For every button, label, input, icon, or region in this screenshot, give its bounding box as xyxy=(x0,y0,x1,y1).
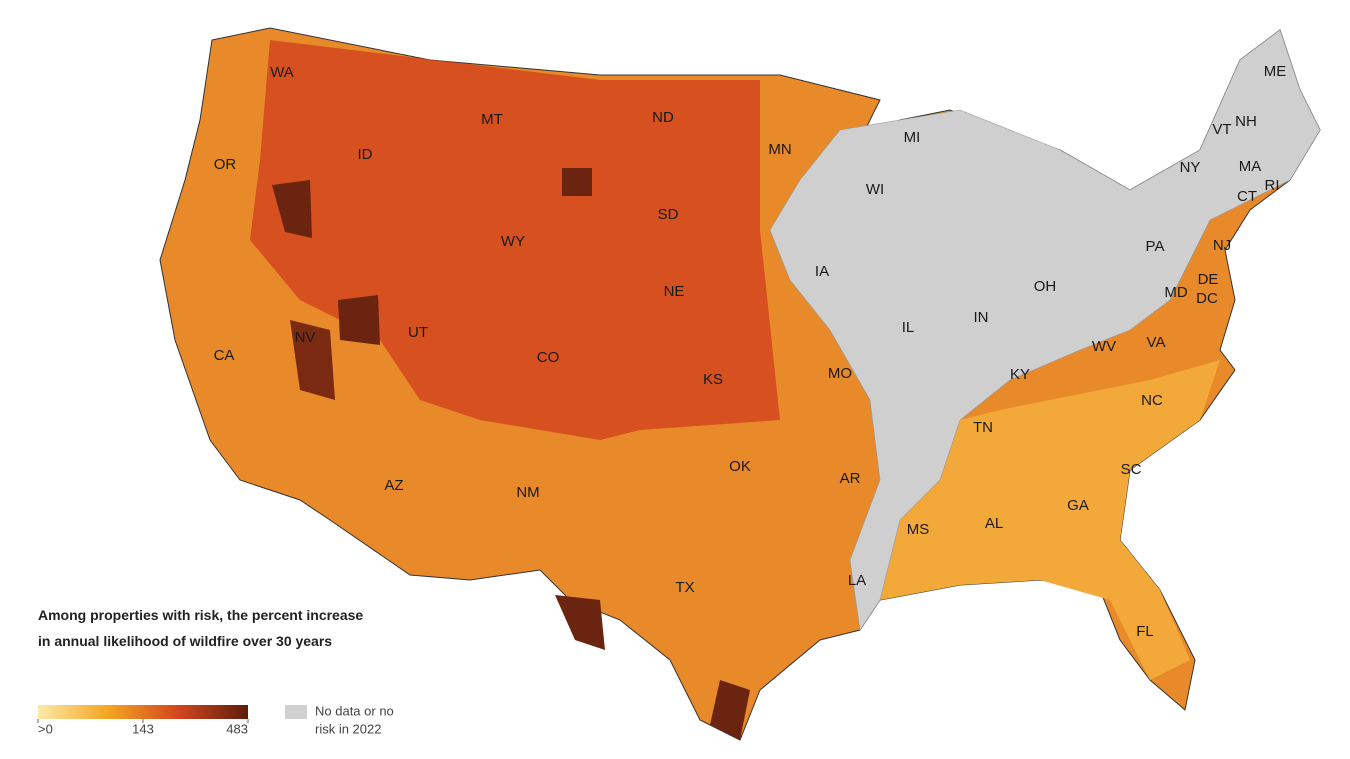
no-data-swatch xyxy=(285,705,307,719)
state-label: VA xyxy=(1147,334,1166,351)
state-label: CA xyxy=(214,347,235,364)
state-label: KS xyxy=(703,371,723,388)
state-label: OH xyxy=(1034,278,1057,295)
state-label: NC xyxy=(1141,392,1163,409)
state-label: NY xyxy=(1180,159,1201,176)
legend-gradient xyxy=(38,705,248,719)
state-label: WI xyxy=(866,181,884,198)
state-label: FL xyxy=(1136,623,1154,640)
state-label: TX xyxy=(675,579,694,596)
state-label: TN xyxy=(973,419,993,436)
state-label: MT xyxy=(481,111,503,128)
dark-patch xyxy=(290,320,335,400)
no-data-label: No data or no xyxy=(315,704,394,719)
state-label: VT xyxy=(1212,121,1231,138)
state-label: IL xyxy=(902,319,915,336)
state-label: WY xyxy=(501,233,525,250)
state-label: ID xyxy=(358,146,373,163)
state-label: LA xyxy=(848,572,866,589)
state-label: WV xyxy=(1092,338,1116,355)
legend-title: in annual likelihood of wildfire over 30… xyxy=(38,633,332,649)
state-label: NE xyxy=(664,283,685,300)
state-label: DC xyxy=(1196,290,1218,307)
state-label: CO xyxy=(537,349,560,366)
state-label: AL xyxy=(985,515,1003,532)
state-label: AZ xyxy=(384,477,403,494)
state-label: UT xyxy=(408,324,428,341)
state-label: IA xyxy=(815,263,829,280)
state-label: ND xyxy=(652,109,674,126)
dark-patch xyxy=(555,595,605,650)
state-label: AR xyxy=(840,470,861,487)
dark-patch xyxy=(338,295,380,345)
state-label: MO xyxy=(828,365,852,382)
state-label: MN xyxy=(768,141,791,158)
state-label: MD xyxy=(1164,284,1187,301)
dark-patch xyxy=(710,680,750,740)
state-label: GA xyxy=(1067,497,1089,514)
state-label: OR xyxy=(214,156,237,173)
state-label: MI xyxy=(904,129,921,146)
no-data-region xyxy=(769,29,1321,631)
state-label: CT xyxy=(1237,188,1257,205)
legend-tick-label: 483 xyxy=(226,722,248,737)
legend-tick-label: >0 xyxy=(38,722,53,737)
legend-title: Among properties with risk, the percent … xyxy=(38,607,363,623)
dark-patch xyxy=(272,180,312,238)
state-label: NH xyxy=(1235,113,1257,130)
state-label: PA xyxy=(1146,238,1165,255)
state-label: SD xyxy=(658,206,679,223)
state-label: DE xyxy=(1198,271,1219,288)
state-label: ME xyxy=(1264,63,1287,80)
legend-tick-label: 143 xyxy=(132,722,154,737)
state-label: WA xyxy=(270,64,294,81)
state-label: SC xyxy=(1121,461,1142,478)
state-label: NJ xyxy=(1213,237,1231,254)
state-label: OK xyxy=(729,458,751,475)
state-label: MS xyxy=(907,521,930,538)
west-dark-region xyxy=(250,40,780,440)
legend: Among properties with risk, the percent … xyxy=(37,607,394,737)
state-label: NV xyxy=(295,329,316,346)
no-data-label: risk in 2022 xyxy=(315,722,381,737)
state-label: IN xyxy=(974,309,989,326)
state-label: RI xyxy=(1265,177,1280,194)
southeast-light-region xyxy=(880,360,1220,680)
state-label: NM xyxy=(516,484,539,501)
state-label: MA xyxy=(1239,158,1262,175)
state-label: KY xyxy=(1010,366,1030,383)
dark-patch xyxy=(562,168,592,196)
